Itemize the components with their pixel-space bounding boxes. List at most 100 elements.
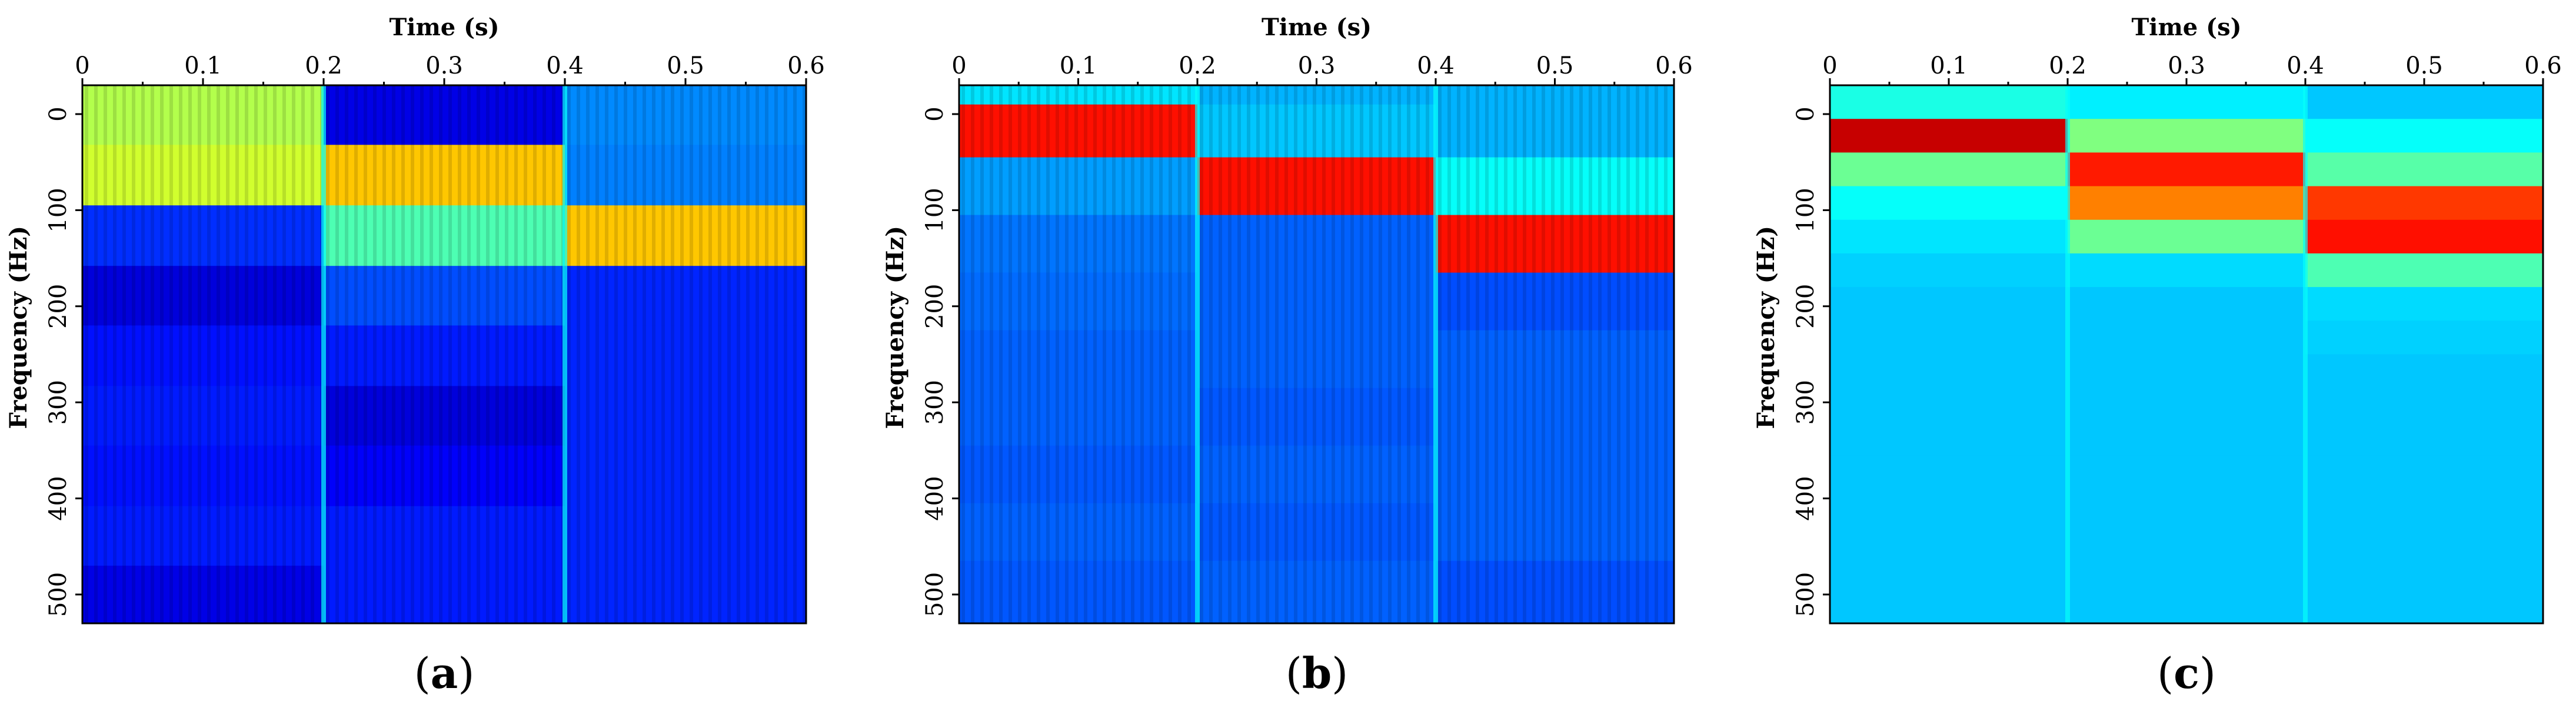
stripe-texture <box>1121 85 1125 623</box>
x-tick-label: 0.2 <box>305 52 342 79</box>
stripe-texture <box>335 85 339 623</box>
heatmap-cell <box>2068 388 2306 422</box>
stripe-texture <box>1438 85 1442 623</box>
heatmap-cell <box>324 325 565 386</box>
stripe-texture <box>1056 85 1059 623</box>
stripe-texture <box>467 85 471 623</box>
heatmap-cell <box>565 145 806 206</box>
heatmap-cell <box>324 145 565 206</box>
stripe-texture <box>961 85 965 623</box>
heatmap-cell <box>82 145 324 206</box>
heatmap-cell <box>2068 119 2306 153</box>
stripe-texture <box>132 85 135 623</box>
heatmap-cell <box>959 445 1198 504</box>
stripe-texture <box>577 85 580 623</box>
stripe-texture <box>1140 85 1144 623</box>
heatmap-cell <box>1197 445 1436 504</box>
stripe-texture <box>567 85 571 623</box>
stripe-texture <box>1617 85 1620 623</box>
stripe-texture <box>727 85 731 623</box>
heatmap-cell <box>1436 445 1674 504</box>
segment-boundary <box>1195 85 1200 623</box>
heatmap-cell <box>959 272 1198 331</box>
heatmap-cells <box>959 85 1674 623</box>
x-axis-title: Time (s) <box>2131 14 2241 41</box>
stripe-texture <box>1131 85 1134 623</box>
stripe-texture <box>1388 85 1392 623</box>
stripe-texture <box>661 85 665 623</box>
heatmap-cell <box>324 386 565 446</box>
stripe-texture <box>1322 85 1326 623</box>
x-tick-label: 0.6 <box>787 52 825 79</box>
heatmap-cell <box>1197 330 1436 389</box>
stripe-texture <box>1369 85 1373 623</box>
stripe-texture <box>217 85 220 623</box>
stripe-texture <box>1219 85 1222 623</box>
heatmap-cell <box>1830 219 2068 254</box>
stripe-texture <box>1027 85 1031 623</box>
stripe-texture <box>169 85 173 623</box>
stripe-texture <box>524 85 527 623</box>
y-tick-label: 500 <box>921 572 948 617</box>
stripe-texture <box>1209 85 1213 623</box>
stripe-texture <box>756 85 759 623</box>
stripe-texture <box>1645 85 1649 623</box>
stripe-texture <box>671 85 674 623</box>
heatmap-cell <box>324 506 565 566</box>
stripe-texture <box>226 85 229 623</box>
stripe-texture <box>373 85 377 623</box>
stripe-texture <box>345 85 348 623</box>
x-tick-label: 0 <box>75 52 89 79</box>
heatmap-cell <box>324 445 565 507</box>
y-tick-label: 400 <box>1792 476 1819 520</box>
stripe-texture <box>401 85 405 623</box>
stripe-texture <box>273 85 277 623</box>
heatmap-cell <box>565 506 806 566</box>
stripe-texture <box>1247 85 1250 623</box>
segment-boundary <box>1433 85 1438 623</box>
heatmap-cell <box>959 85 1198 105</box>
heatmap-cell <box>959 330 1198 389</box>
heatmap-cell <box>1436 157 1674 216</box>
stripe-texture <box>1237 85 1241 623</box>
y-axis-title: Frequency (Hz) <box>1752 226 1780 429</box>
heatmap-cell <box>1197 272 1436 331</box>
heatmap-cell <box>1830 421 2068 456</box>
stripe-texture <box>699 85 703 623</box>
stripe-texture <box>971 85 974 623</box>
panel-c: 0 0.1 0.2 0.3 0.4 0.5 0.6 Time (s) 0 100 200 300 400… <box>1752 14 2562 698</box>
stripe-texture <box>264 85 267 623</box>
segment-boundary <box>563 85 567 623</box>
panel-caption: (c) <box>2157 648 2216 698</box>
stripe-texture <box>1426 85 1429 623</box>
x-tick-label: 0 <box>1822 52 1837 79</box>
stripe-texture <box>1256 85 1260 623</box>
heatmap-cell <box>2305 489 2543 523</box>
heatmap-cell <box>1436 85 1674 105</box>
stripe-texture <box>793 85 797 623</box>
stripe-texture <box>141 85 145 623</box>
x-tick-label: 0.4 <box>1417 52 1455 79</box>
stripe-texture <box>1103 85 1106 623</box>
heatmap-cell <box>324 565 565 623</box>
y-tick-label: 100 <box>1792 188 1819 232</box>
stripe-texture <box>1093 85 1097 623</box>
x-axis-title: Time (s) <box>1262 14 1372 41</box>
y-tick-label: 300 <box>45 380 72 425</box>
stripe-texture <box>301 85 305 623</box>
stripe-texture <box>411 85 414 623</box>
stripe-texture <box>1607 85 1611 623</box>
x-tick-label: 0.3 <box>425 52 463 79</box>
heatmap-cell <box>1830 354 2068 389</box>
stripe-texture <box>382 85 386 623</box>
heatmap-cell <box>1830 320 2068 355</box>
stripe-texture <box>1416 85 1420 623</box>
heatmap-cells <box>1830 85 2543 623</box>
stripe-texture <box>1626 85 1630 623</box>
stripe-texture <box>282 85 286 623</box>
heatmap-cell <box>1436 104 1674 158</box>
stripe-texture <box>1560 85 1564 623</box>
stripe-texture <box>999 85 1003 623</box>
stripe-texture <box>1636 85 1639 623</box>
stripe-texture <box>1655 85 1658 623</box>
